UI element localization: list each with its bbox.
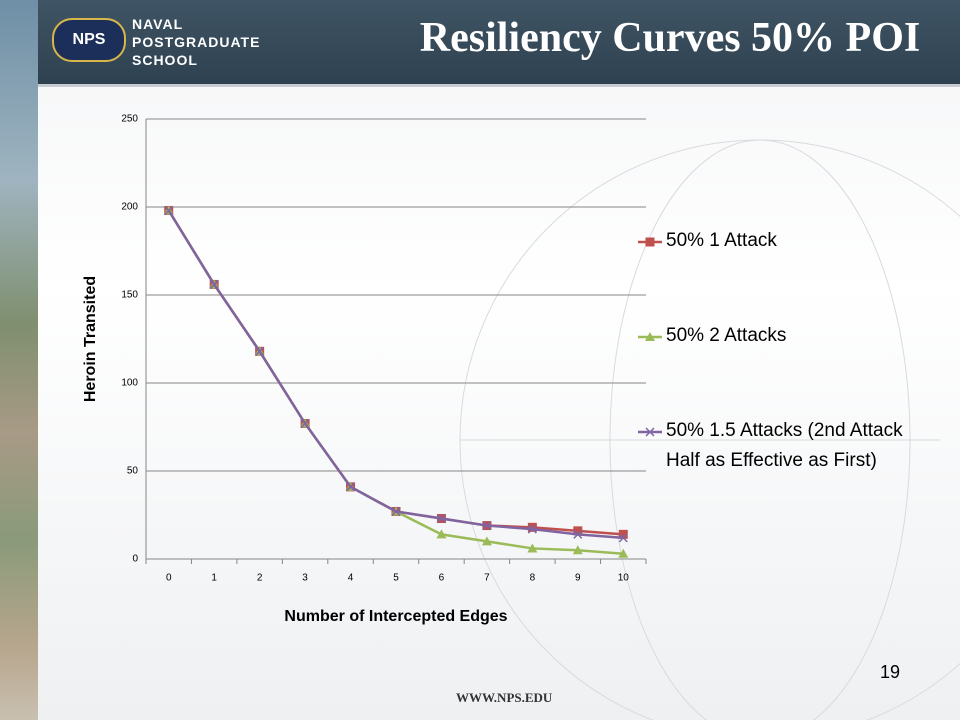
org-line: NAVAL: [132, 16, 184, 32]
marker: [572, 545, 583, 555]
marker: [255, 346, 265, 356]
x-tick-label: 3: [302, 573, 308, 584]
globe-lines: [459, 139, 960, 720]
campus-photo: [0, 0, 38, 720]
x-tick-label: 10: [618, 573, 630, 584]
marker: [527, 522, 537, 532]
x-tick-label: 1: [211, 573, 217, 584]
slide-title: Resiliency Curves 50% POI: [419, 15, 921, 61]
marker: [482, 521, 492, 531]
legend-swatch: [638, 237, 662, 247]
x-tick-label: 9: [575, 573, 581, 584]
marker: [645, 237, 655, 247]
marker: [436, 529, 447, 539]
x-tick-label: 4: [348, 573, 354, 584]
marker: [645, 427, 655, 437]
marker: [573, 526, 583, 536]
org-line: SCHOOL: [132, 52, 198, 68]
marker: [300, 418, 310, 429]
y-tick-label: 100: [121, 378, 138, 389]
legend-swatch: [638, 427, 662, 437]
x-axis-label: Number of Intercepted Edges: [284, 608, 507, 625]
marker: [573, 529, 583, 539]
x-tick-label: 8: [530, 573, 536, 584]
marker: [346, 482, 356, 492]
marker: [618, 548, 629, 558]
footer-url: WWW.NPS.EDU: [456, 690, 553, 705]
marker: [164, 205, 174, 216]
legend-label: 50% 1 Attack: [666, 230, 777, 251]
page-number: 19: [880, 662, 901, 682]
org-line: POSTGRADUATE: [132, 34, 261, 50]
legend-label: 50% 2 Attacks: [666, 325, 787, 346]
marker: [527, 524, 537, 534]
y-tick-label: 150: [121, 290, 138, 301]
marker: [209, 279, 219, 289]
y-tick-label: 200: [121, 202, 138, 213]
marker: [618, 533, 628, 543]
series-line: [167, 209, 624, 536]
marker: [481, 536, 492, 546]
series-line: [167, 209, 624, 540]
x-tick-label: 6: [439, 573, 445, 584]
series-line: [167, 209, 624, 555]
x-tick-label: 2: [257, 573, 263, 584]
marker: [645, 332, 655, 341]
legend-label: 50% 1.5 Attacks (2nd Attack Half as Effe…: [666, 420, 903, 471]
x-tick-label: 5: [393, 573, 399, 584]
marker: [527, 543, 538, 553]
legend-swatch: [638, 332, 662, 341]
header-band: [38, 0, 960, 87]
marker: [618, 529, 628, 539]
y-tick-label: 250: [121, 114, 138, 125]
legend-item: 50% 1.5 Attacks (2nd Attack Half as Effe…: [636, 416, 936, 476]
legend-item: 50% 1 Attack: [636, 226, 936, 256]
y-tick-label: 0: [132, 554, 138, 565]
marker: [436, 513, 446, 524]
marker: [391, 506, 401, 517]
legend-item: 50% 2 Attacks: [636, 321, 936, 351]
x-tick-label: 0: [166, 573, 172, 584]
badge: NPS: [52, 18, 126, 62]
y-tick-label: 50: [127, 466, 139, 477]
y-axis-label: Heroin Transited: [82, 276, 99, 402]
x-tick-label: 7: [484, 573, 490, 584]
